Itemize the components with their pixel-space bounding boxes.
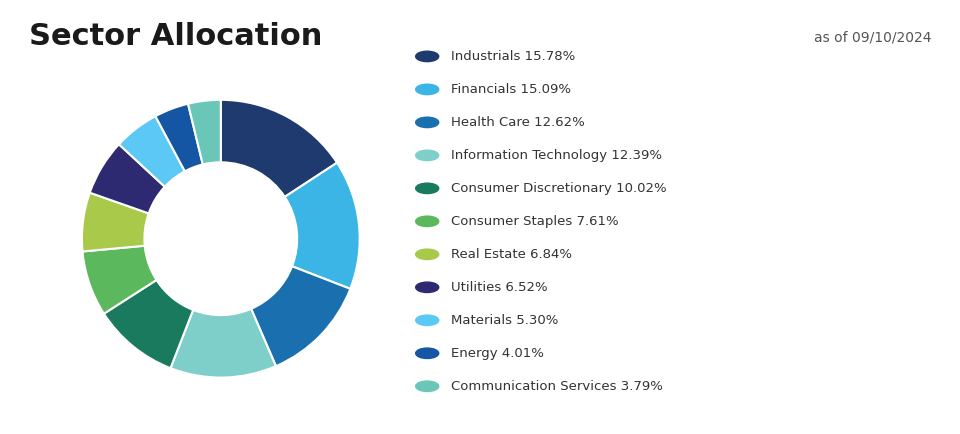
Wedge shape <box>285 163 360 289</box>
Wedge shape <box>171 309 276 378</box>
Wedge shape <box>188 100 221 164</box>
Wedge shape <box>83 246 156 314</box>
Wedge shape <box>221 100 337 197</box>
Text: Real Estate 6.84%: Real Estate 6.84% <box>451 248 572 261</box>
Text: Health Care 12.62%: Health Care 12.62% <box>451 116 585 129</box>
Wedge shape <box>119 116 185 187</box>
Text: Information Technology 12.39%: Information Technology 12.39% <box>451 149 662 162</box>
Text: Materials 5.30%: Materials 5.30% <box>451 314 559 327</box>
Wedge shape <box>104 280 193 368</box>
Text: Utilities 6.52%: Utilities 6.52% <box>451 281 548 294</box>
Text: Consumer Discretionary 10.02%: Consumer Discretionary 10.02% <box>451 182 667 195</box>
Text: Energy 4.01%: Energy 4.01% <box>451 347 544 360</box>
Text: Financials 15.09%: Financials 15.09% <box>451 83 571 96</box>
Text: Consumer Staples 7.61%: Consumer Staples 7.61% <box>451 215 619 228</box>
Wedge shape <box>90 144 165 214</box>
Wedge shape <box>156 104 203 171</box>
Wedge shape <box>252 266 350 366</box>
Text: Communication Services 3.79%: Communication Services 3.79% <box>451 380 663 393</box>
Text: Industrials 15.78%: Industrials 15.78% <box>451 50 575 63</box>
Text: Sector Allocation: Sector Allocation <box>29 22 323 51</box>
Text: as of 09/10/2024: as of 09/10/2024 <box>814 30 931 44</box>
Wedge shape <box>82 193 149 251</box>
